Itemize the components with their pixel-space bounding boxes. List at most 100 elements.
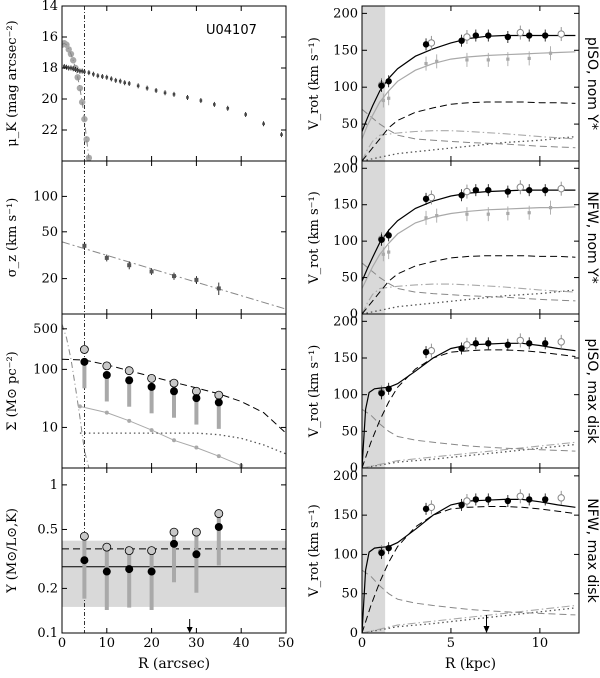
dispersion-point [149, 269, 154, 274]
plot-area [362, 468, 579, 633]
dispersion-point [194, 277, 199, 282]
y-tick-label: 20 [41, 92, 58, 107]
x-tick-label: 0 [58, 636, 66, 651]
bulge-point [83, 136, 90, 143]
grey-rotation-point [506, 57, 510, 61]
y-tick-label: 100 [333, 547, 358, 562]
model-curve-6 [362, 289, 576, 314]
surface-brightness-point [69, 66, 73, 70]
filled-rotation-point [525, 340, 533, 347]
panel-frame [61, 160, 287, 315]
dispersion-point [104, 255, 109, 260]
left-panel-1: 14 16 18 20 22 μ_K (mag arcsec⁻²) U04107 [5, 0, 287, 162]
filled-rotation-point [472, 32, 480, 39]
grey-rotation-point [527, 211, 531, 215]
model-label: NFW, max disk [584, 498, 600, 603]
surface-brightness-point [127, 82, 131, 85]
plot-area [62, 161, 286, 314]
model-curve-4 [362, 441, 576, 468]
grey-rotation-point [424, 61, 428, 66]
x-tick-label: 20 [143, 636, 160, 651]
y-tick-label: 50 [41, 225, 58, 240]
filled-rotation-point [385, 544, 392, 552]
filled-rotation-point [504, 33, 512, 41]
filled-rotation-point [472, 186, 480, 194]
y-tick-label: 20 [41, 272, 58, 287]
y-tick-label: 150 [333, 198, 358, 213]
surface-brightness-point [136, 84, 140, 88]
y-tick-label: 150 [333, 351, 358, 366]
model-curve-2 [362, 349, 576, 468]
dispersion-point [82, 243, 87, 248]
stellar-density-point [216, 454, 221, 459]
surface-brightness-point [213, 103, 216, 106]
y-tick-label: 500 [33, 322, 58, 337]
scale-arrow-head [483, 626, 490, 633]
x-tick-label: 5 [447, 636, 455, 651]
x-tick-label: 50 [278, 636, 295, 651]
surface-brightness-point [109, 77, 113, 81]
grey-rotation-point [387, 250, 391, 254]
inner-region-band [362, 468, 386, 633]
x-axis-label: R (arcsec) [138, 656, 210, 672]
panel-frame [361, 5, 580, 162]
y-axis-label: V_rot (km s⁻¹) [307, 504, 322, 598]
open-rotation-point [557, 184, 565, 193]
filled-density-point [192, 394, 201, 403]
filled-rotation-point [378, 236, 385, 243]
filled-rotation-point [542, 186, 549, 194]
plot-area [362, 314, 579, 468]
surface-brightness-point [186, 96, 189, 99]
filled-rotation-point [422, 505, 430, 513]
surface-brightness-point [172, 93, 176, 96]
bulge-density-curve [62, 324, 90, 468]
plot-area [62, 6, 283, 161]
uncertainty-bar [216, 402, 221, 429]
filled-rotation-point [458, 345, 465, 352]
model-curve-2 [362, 206, 576, 289]
filled-rotation-point [525, 32, 533, 39]
surface-brightness-point [145, 86, 149, 90]
filled-density-point [125, 376, 134, 385]
filled-upsilon-point [192, 550, 201, 559]
dispersion-point [216, 286, 221, 291]
filled-rotation-point [385, 78, 392, 85]
filled-rotation-point [542, 496, 549, 503]
y-tick-label: 50 [341, 424, 358, 439]
filled-density-point [80, 357, 89, 366]
open-upsilon-point [169, 527, 179, 537]
y-tick-label: 100 [33, 189, 58, 204]
filled-rotation-point [472, 496, 480, 503]
y-tick-label: 16 [41, 30, 58, 45]
x-tick-label: 30 [188, 636, 205, 651]
surface-brightness-point [244, 113, 247, 116]
y-tick-label: 150 [333, 43, 358, 58]
uncertainty-bar [127, 550, 132, 608]
panel-frame [61, 467, 287, 634]
filled-rotation-point [385, 232, 392, 239]
filled-density-point [214, 398, 223, 407]
surface-brightness-point [226, 107, 230, 110]
uncertainty-bar [194, 532, 199, 593]
open-upsilon-point [147, 546, 157, 555]
filled-density-point [170, 387, 178, 396]
model-curve-5 [362, 607, 576, 633]
surface-brightness-point [114, 79, 118, 82]
model-curve-5 [362, 108, 576, 149]
surface-brightness-point [105, 76, 109, 79]
uncertainty-bar [104, 375, 109, 402]
filled-rotation-point [378, 82, 385, 89]
open-upsilon-point [102, 542, 112, 552]
open-rotation-point [557, 30, 565, 38]
open-upsilon-point [191, 527, 201, 537]
y-tick-label: 100 [333, 80, 358, 95]
y-tick-label: 50 [341, 271, 358, 286]
x-axis-label: R (kpc) [445, 656, 496, 672]
y-tick-label: 14 [41, 0, 58, 14]
surface-brightness-point [71, 67, 75, 71]
plot-area [62, 468, 286, 633]
grey-rotation-point [506, 211, 510, 216]
uncertainty-bar [82, 361, 87, 389]
filled-rotation-point [485, 496, 492, 503]
